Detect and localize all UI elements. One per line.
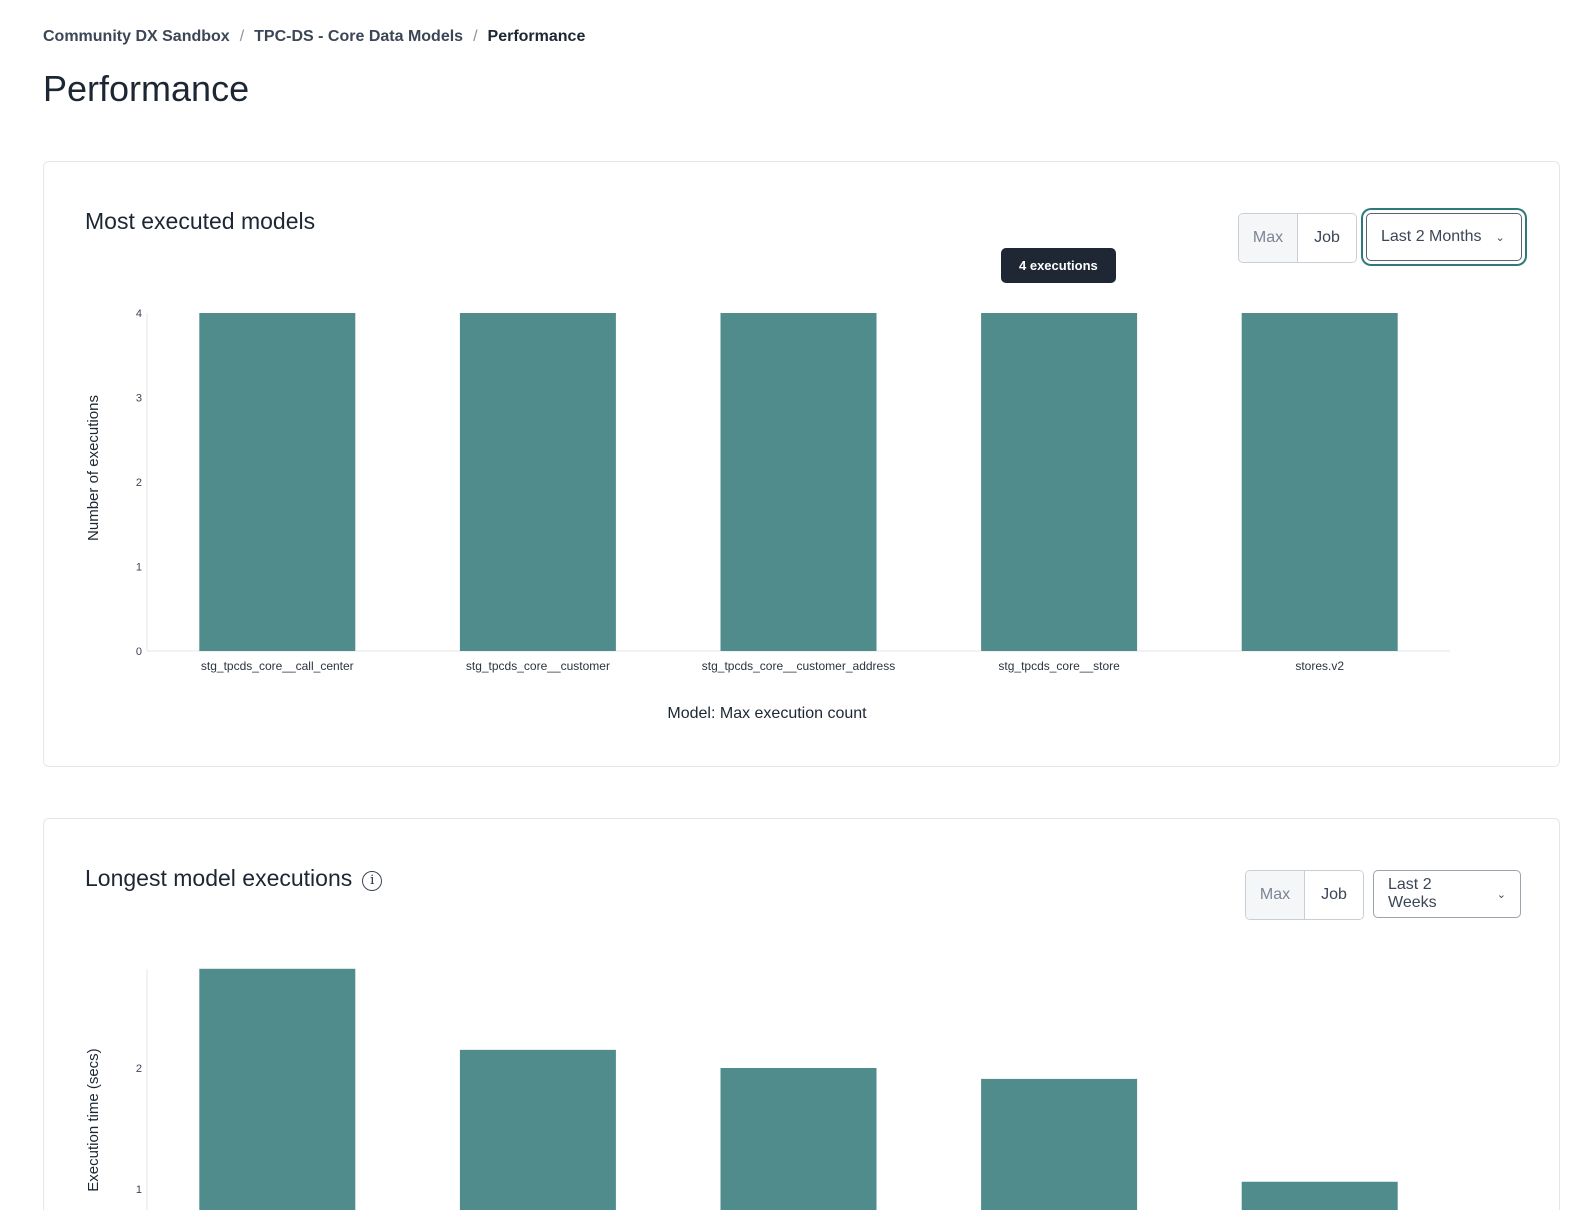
x-axis-title: Model: Max execution count bbox=[667, 705, 867, 722]
range-dropdown[interactable]: Last 2 Months ⌄ bbox=[1366, 213, 1522, 261]
info-circle-icon[interactable]: i bbox=[362, 871, 383, 891]
card-title-text: Longest model executions bbox=[85, 865, 353, 891]
bar[interactable] bbox=[720, 1068, 877, 1210]
bar[interactable] bbox=[199, 313, 356, 651]
max-toggle-button[interactable]: Max bbox=[1239, 214, 1298, 262]
breadcrumb: Community DX Sandbox / TPC-DS - Core Data … bbox=[43, 28, 585, 46]
breadcrumb-link[interactable]: Community DX Sandbox bbox=[43, 28, 230, 45]
bar[interactable] bbox=[459, 1049, 616, 1210]
bar[interactable] bbox=[981, 313, 1138, 651]
bar-tooltip: 4 executions bbox=[1001, 248, 1116, 283]
max-toggle-button[interactable]: Max bbox=[1246, 871, 1305, 919]
card-title: Most executed models bbox=[85, 208, 316, 234]
bar[interactable] bbox=[981, 1078, 1138, 1210]
bar[interactable] bbox=[720, 313, 877, 651]
card-title: Longest model executions i bbox=[85, 865, 383, 892]
bar[interactable] bbox=[459, 313, 616, 651]
bar[interactable] bbox=[1241, 1181, 1398, 1210]
x-tick-label: stores.v2 bbox=[1295, 659, 1344, 673]
chevron-down-icon: ⌄ bbox=[1495, 231, 1505, 244]
breadcrumb-current: Performance bbox=[487, 28, 586, 45]
job-toggle-button[interactable]: Job bbox=[1298, 214, 1356, 262]
range-value: Last 2 Months bbox=[1381, 228, 1482, 245]
y-tick-label: 1 bbox=[136, 1184, 142, 1196]
breadcrumb-link[interactable]: TPC-DS - Core Data Models bbox=[254, 28, 464, 45]
y-tick-label: 2 bbox=[136, 477, 142, 489]
breadcrumb-separator: / bbox=[473, 28, 478, 45]
x-tick-label: stg_tpcds_core__store bbox=[998, 659, 1120, 673]
range-dropdown[interactable]: Last 2 Weeks ⌄ bbox=[1373, 870, 1521, 918]
breadcrumb-separator: / bbox=[239, 28, 245, 45]
metric-toggle: Max Job bbox=[1245, 870, 1364, 920]
x-tick-label: stg_tpcds_core__customer_address bbox=[702, 659, 895, 673]
metric-toggle: Max Job bbox=[1238, 213, 1357, 263]
y-tick-label: 4 bbox=[136, 308, 142, 320]
y-tick-label: 3 bbox=[136, 393, 142, 405]
y-tick-label: 0 bbox=[136, 646, 142, 658]
bar[interactable] bbox=[199, 968, 356, 1210]
range-value: Last 2 Weeks bbox=[1388, 876, 1437, 911]
job-toggle-button[interactable]: Job bbox=[1305, 871, 1363, 919]
chevron-down-icon: ⌄ bbox=[1496, 888, 1506, 901]
page-title: Performance bbox=[43, 68, 250, 109]
bar[interactable] bbox=[1241, 313, 1398, 651]
y-axis-title: Number of executions bbox=[85, 395, 102, 541]
y-axis-title: Execution time (secs) bbox=[85, 1048, 102, 1191]
x-tick-label: stg_tpcds_core__customer bbox=[466, 659, 610, 673]
y-tick-label: 2 bbox=[136, 1063, 142, 1075]
y-tick-label: 1 bbox=[136, 562, 142, 574]
x-tick-label: stg_tpcds_core__call_center bbox=[201, 659, 354, 673]
